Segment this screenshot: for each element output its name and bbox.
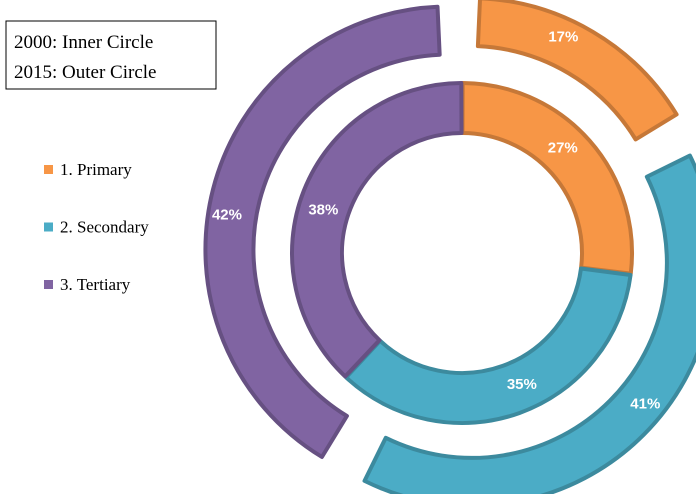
legend-swatch bbox=[44, 280, 53, 289]
donut-segment bbox=[460, 81, 634, 276]
data-label: 17% bbox=[548, 29, 578, 46]
annotation: 2015: Outer Circle bbox=[14, 62, 156, 83]
donut-segment bbox=[290, 81, 464, 379]
data-label: 35% bbox=[507, 376, 537, 393]
data-label: 38% bbox=[308, 202, 338, 219]
legend-label: 3. Tertiary bbox=[60, 275, 131, 294]
legend-swatch bbox=[44, 165, 53, 174]
legend-swatch bbox=[44, 222, 53, 232]
data-label: 27% bbox=[548, 140, 578, 157]
legend-label: 2. Secondary bbox=[60, 218, 149, 237]
donut-segment bbox=[203, 4, 442, 459]
data-label: 42% bbox=[212, 207, 242, 224]
annotation: 2000: Inner Circle bbox=[14, 32, 153, 53]
annotation-box bbox=[5, 20, 217, 90]
legend-label: 1. Primary bbox=[60, 160, 132, 179]
data-label: 41% bbox=[630, 396, 660, 413]
donut-segment bbox=[475, 0, 679, 142]
donut-segment bbox=[362, 153, 696, 494]
donut-segment bbox=[344, 266, 633, 425]
